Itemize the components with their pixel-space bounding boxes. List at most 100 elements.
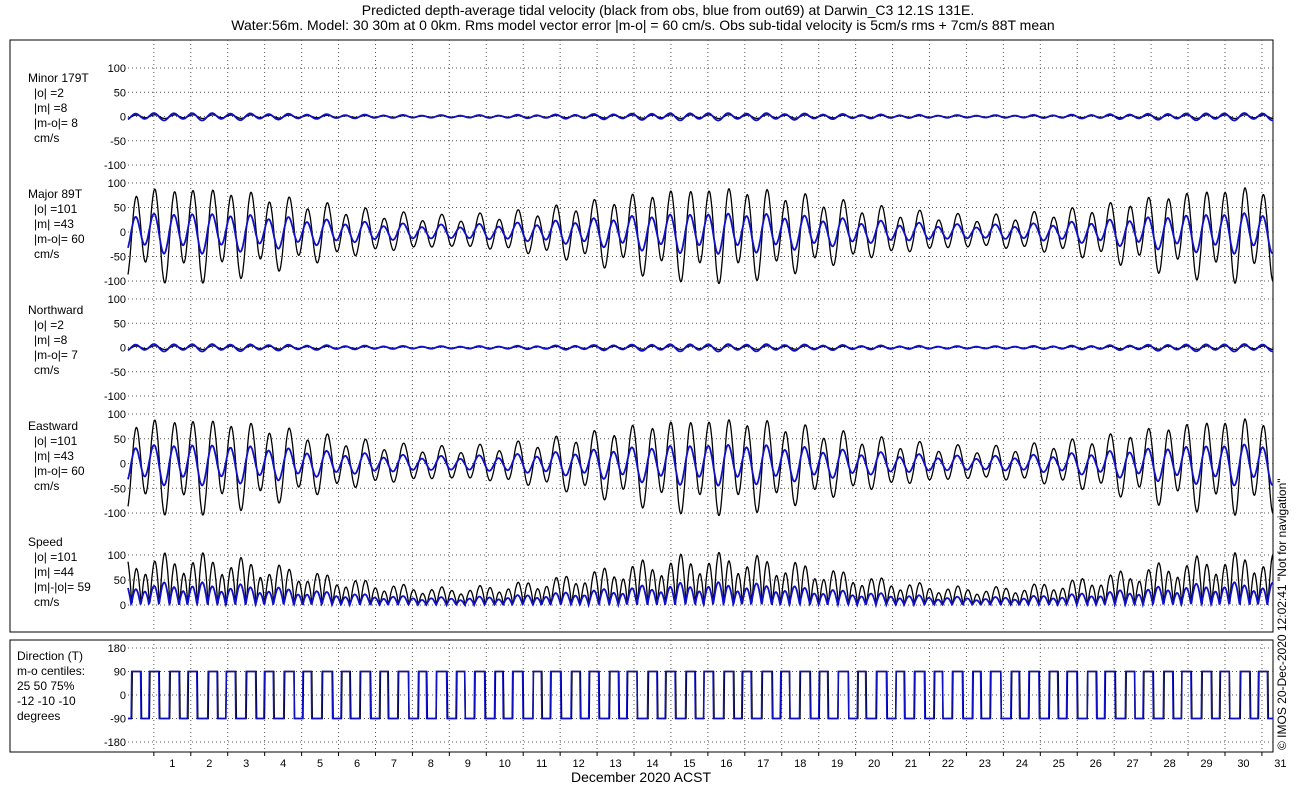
panel-label-direction-1: m-o centiles: <box>17 664 85 678</box>
y-tick-label-northward-100: 100 <box>108 294 126 306</box>
panel-frames <box>9 39 1274 753</box>
panel-label-direction-3: -12 -10 -10 <box>17 694 76 708</box>
x-axis-label: December 2020 ACST <box>571 769 712 785</box>
x-tick-label-19: 19 <box>831 758 843 770</box>
x-tick-label-9: 9 <box>465 758 471 770</box>
y-tick-label-speed-0: 0 <box>120 600 126 612</box>
x-tick-label-28: 28 <box>1163 758 1175 770</box>
x-tick-label-7: 7 <box>391 758 397 770</box>
series-speed-obs <box>127 551 1274 608</box>
y-tick-label-minor-100: 100 <box>108 63 126 75</box>
x-tick-label-16: 16 <box>720 758 732 770</box>
panel-label-speed-4: cm/s <box>34 595 59 609</box>
x-tick-label-23: 23 <box>979 758 991 770</box>
y-tick-label-northward--100: -100 <box>104 391 126 403</box>
panel-label-eastward-3: |m-o|= 60 <box>34 464 85 478</box>
series-major-obs <box>127 186 1274 285</box>
series-major-model <box>127 212 1274 255</box>
x-tick-label-22: 22 <box>942 758 954 770</box>
panel-label-direction-0: Direction (T) <box>17 649 83 663</box>
series-minor-model <box>127 112 1274 122</box>
direction-frame <box>9 639 1274 753</box>
panel-label-major-1: |o| =101 <box>34 202 78 216</box>
y-tick-label-direction-90: 90 <box>114 667 126 679</box>
x-tick-label-3: 3 <box>243 758 249 770</box>
y-tick-label-major--100: -100 <box>104 276 126 288</box>
panel-label-major-4: cm/s <box>34 247 59 261</box>
panel-label-northward-4: cm/s <box>34 363 59 377</box>
panel-label-major-0: Major 89T <box>28 187 83 201</box>
x-tick-label-14: 14 <box>646 758 658 770</box>
x-tick-label-1: 1 <box>169 758 175 770</box>
x-tick-label-20: 20 <box>868 758 880 770</box>
x-tick-label-21: 21 <box>905 758 917 770</box>
x-tick-label-13: 13 <box>609 758 621 770</box>
series-direction-model <box>128 670 1273 720</box>
x-tick-label-26: 26 <box>1090 758 1102 770</box>
y-tick-label-eastward--100: -100 <box>104 508 126 520</box>
y-tick-label-northward-0: 0 <box>120 343 126 355</box>
copyright-note: © IMOS 20-Dec-2020 12:02:41 "Not for nav… <box>1275 478 1289 750</box>
panel-label-major-3: |m-o|= 60 <box>34 232 85 246</box>
y-tick-label-eastward-100: 100 <box>108 409 126 421</box>
upper-frame <box>9 39 1274 633</box>
chart-title-line1: Predicted depth-average tidal velocity (… <box>362 2 974 18</box>
x-tick-labels: 1 2 3 4 5 6 7 8 9 10 11 12 13 14 15 16 17 18 19 20 21 22 23 24 2… <box>169 758 1286 770</box>
panel-label-minor-1: |o| =2 <box>34 86 64 100</box>
x-tick-label-4: 4 <box>280 758 286 770</box>
x-tick-label-2: 2 <box>206 758 212 770</box>
y-tick-label-direction-180: 180 <box>108 643 126 655</box>
y-tick-label-major-0: 0 <box>120 227 126 239</box>
panel-label-speed-2: |m| =44 <box>34 565 74 579</box>
x-tick-label-25: 25 <box>1053 758 1065 770</box>
x-tick-label-24: 24 <box>1016 758 1028 770</box>
x-tick-label-17: 17 <box>757 758 769 770</box>
panel-label-eastward-2: |m| =43 <box>34 449 74 463</box>
panel-label-minor-0: Minor 179T <box>28 71 89 85</box>
panel-label-minor-4: cm/s <box>34 131 59 145</box>
panel-label-direction-4: degrees <box>17 709 60 723</box>
x-tick-label-6: 6 <box>354 758 360 770</box>
panel-label-eastward-1: |o| =101 <box>34 434 78 448</box>
y-tick-label-direction--180: -180 <box>104 737 126 749</box>
x-tick-label-12: 12 <box>572 758 584 770</box>
y-tick-label-major-100: 100 <box>108 178 126 190</box>
y-tick-label-direction-0: 0 <box>120 690 126 702</box>
panel-label-northward-1: |o| =2 <box>34 318 64 332</box>
panel-label-minor-3: |m-o|= 8 <box>34 116 78 130</box>
series-northward-model <box>127 343 1274 353</box>
y-tick-label-speed-100: 100 <box>108 550 126 562</box>
panel-label-northward-0: Northward <box>28 303 83 317</box>
panel-label-northward-2: |m| =8 <box>34 333 68 347</box>
panel-label-minor-2: |m| =8 <box>34 101 68 115</box>
series-speed-model <box>127 581 1274 609</box>
panel-label-speed-0: Speed <box>28 535 63 549</box>
x-tick-label-15: 15 <box>683 758 695 770</box>
x-tick-label-10: 10 <box>499 758 511 770</box>
x-tick-label-8: 8 <box>428 758 434 770</box>
x-tick-label-5: 5 <box>317 758 323 770</box>
y-tick-label-minor-0: 0 <box>120 112 126 124</box>
data-series <box>127 112 1274 720</box>
x-tick-label-18: 18 <box>794 758 806 770</box>
panel-label-major-2: |m| =43 <box>34 217 74 231</box>
x-tick-label-29: 29 <box>1200 758 1212 770</box>
panel-label-northward-3: |m-o|= 7 <box>34 348 78 362</box>
y-tick-label-northward--50: -50 <box>110 367 126 379</box>
chart-title-line2: Water:56m. Model: 30 30m at 0 0km. Rms m… <box>231 17 1054 33</box>
x-tick-label-11: 11 <box>536 758 547 770</box>
y-tick-label-eastward-50: 50 <box>114 434 126 446</box>
x-tick-label-27: 27 <box>1127 758 1139 770</box>
x-tick-label-31: 31 <box>1274 758 1286 770</box>
series-eastward-model <box>127 443 1274 487</box>
y-tick-label-eastward--50: -50 <box>110 483 126 495</box>
x-tick-label-30: 30 <box>1237 758 1249 770</box>
y-tick-label-direction--90: -90 <box>110 714 126 726</box>
y-tick-label-minor-50: 50 <box>114 87 126 99</box>
panel-label-direction-2: 25 50 75% <box>17 679 75 693</box>
y-tick-label-speed-50: 50 <box>114 575 126 587</box>
panel-label-eastward-0: Eastward <box>28 419 78 433</box>
y-tick-label-major-50: 50 <box>114 203 126 215</box>
